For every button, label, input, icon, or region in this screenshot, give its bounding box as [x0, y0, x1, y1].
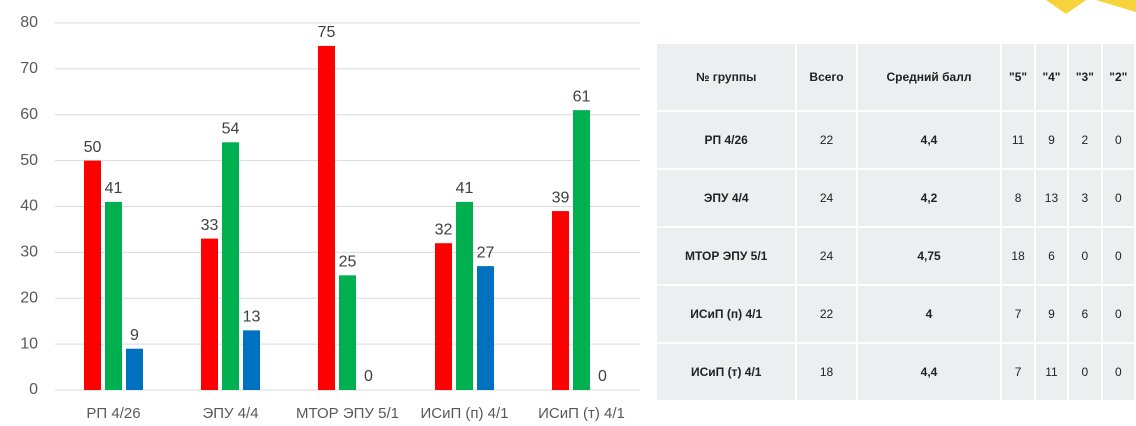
table-cell: 9 — [1033, 110, 1070, 171]
table-cell: ЭПУ 4/4 — [654, 168, 798, 229]
table-cell: 4 — [855, 284, 1003, 345]
table-cell: 0 — [1100, 226, 1136, 287]
x-tick-label: ИСиП (т) 4/1 — [538, 405, 625, 422]
table-row: № группы Всего Средний балл "5" "4" "3" "2" — [654, 41, 1136, 113]
value-label: 27 — [477, 244, 495, 261]
table-cell: МТОР ЭПУ 5/1 — [654, 226, 798, 287]
table-cell: 0 — [1100, 342, 1136, 402]
table-cell: 4,4 — [855, 342, 1003, 402]
y-tick-label: 0 — [29, 381, 38, 398]
x-tick-label: ИСиП (п) 4/1 — [420, 405, 508, 422]
bar — [456, 201, 473, 390]
table-cell: 18 — [795, 342, 858, 402]
table-cell: 0 — [1100, 110, 1136, 171]
bar — [318, 45, 335, 390]
bar — [573, 110, 590, 390]
y-tick-label: 20 — [20, 289, 38, 306]
bar — [84, 160, 101, 390]
value-label: 41 — [456, 180, 474, 197]
y-tick-label: 50 — [20, 152, 38, 169]
bar — [222, 142, 239, 390]
table-cell: 2 — [1067, 110, 1103, 171]
table-cell: 22 — [795, 110, 858, 171]
bar — [339, 275, 356, 390]
table-cell: Всего — [795, 41, 858, 113]
table-cell: 24 — [795, 226, 858, 287]
value-label: 25 — [339, 254, 357, 271]
table-row: ИСиП (т) 4/1 18 4,4 7 11 0 0 — [654, 342, 1136, 402]
value-label: 41 — [105, 180, 123, 197]
table-row: ИСиП (п) 4/1 22 4 7 9 6 0 — [654, 284, 1136, 345]
table-cell: 18 — [1000, 226, 1036, 287]
bar — [105, 201, 122, 390]
decor-triangle — [1046, 0, 1086, 14]
decoration — [1046, 0, 1136, 14]
table-cell: 9 — [1033, 284, 1070, 345]
table-cell: РП 4/26 — [654, 110, 798, 171]
value-label: 32 — [435, 221, 453, 238]
bar — [243, 330, 260, 390]
value-label: 54 — [222, 120, 240, 137]
table-cell: 3 — [1067, 168, 1103, 229]
table-cell: "3" — [1067, 41, 1103, 113]
decor-triangle — [1096, 0, 1136, 12]
y-tick-label: 70 — [20, 60, 38, 77]
value-label: 0 — [364, 368, 373, 385]
table-cell: ИСиП (п) 4/1 — [654, 284, 798, 345]
table-cell: 11 — [1033, 342, 1070, 402]
bar — [477, 266, 494, 390]
chart: 0 10 20 30 40 50 60 70 80 РП 4/26 50 41 9 ЭПУ 4/4 33 54… — [20, 14, 640, 422]
table-cell: 0 — [1100, 284, 1136, 345]
value-label: 39 — [552, 189, 570, 206]
y-tick-label: 30 — [20, 244, 38, 261]
value-label: 0 — [598, 368, 607, 385]
table-row: ЭПУ 4/4 24 4,2 8 13 3 0 — [654, 168, 1136, 229]
table-cell: "2" — [1100, 41, 1136, 113]
x-tick-label: РП 4/26 — [86, 405, 140, 422]
bar — [552, 211, 569, 390]
table-cell: 6 — [1033, 226, 1070, 287]
table-cell: "4" — [1033, 41, 1070, 113]
table-cell: 22 — [795, 284, 858, 345]
x-tick-label: МТОР ЭПУ 5/1 — [296, 405, 399, 422]
table-cell: 0 — [1067, 342, 1103, 402]
bar — [126, 348, 143, 390]
table-cell: 13 — [1033, 168, 1070, 229]
table-cell: ИСиП (т) 4/1 — [654, 342, 798, 402]
value-label: 9 — [130, 327, 139, 344]
table-cell: "5" — [1000, 41, 1036, 113]
value-label: 75 — [318, 24, 336, 41]
y-tick-label: 40 — [20, 198, 38, 215]
table-cell: 4,75 — [855, 226, 1003, 287]
table-cell: 4,4 — [855, 110, 1003, 171]
value-label: 33 — [201, 217, 219, 234]
bar — [201, 238, 218, 390]
table-cell: 7 — [1000, 342, 1036, 402]
table-row: МТОР ЭПУ 5/1 24 4,75 18 6 0 0 — [654, 226, 1136, 287]
table-row: РП 4/26 22 4,4 11 9 2 0 — [654, 110, 1136, 171]
y-tick-label: 10 — [20, 335, 38, 352]
table-cell: 24 — [795, 168, 858, 229]
table-cell: № группы — [654, 41, 798, 113]
y-tick-label: 80 — [20, 14, 38, 31]
value-label: 61 — [573, 88, 591, 105]
bar — [435, 243, 452, 390]
x-tick-label: ЭПУ 4/4 — [202, 405, 258, 422]
table-cell: 11 — [1000, 110, 1036, 171]
value-label: 50 — [84, 139, 102, 156]
data-table: № группы Всего Средний балл "5" "4" "3" "2" РП … — [654, 41, 1136, 402]
value-label: 13 — [243, 309, 261, 326]
table-cell: 4,2 — [855, 168, 1003, 229]
y-tick-label: 60 — [20, 106, 38, 123]
table-cell: 8 — [1000, 168, 1036, 229]
table-cell: 0 — [1067, 226, 1103, 287]
table-cell: Средний балл — [855, 41, 1003, 113]
table-cell: 0 — [1100, 168, 1136, 229]
table-cell: 6 — [1067, 284, 1103, 345]
table-cell: 7 — [1000, 284, 1036, 345]
